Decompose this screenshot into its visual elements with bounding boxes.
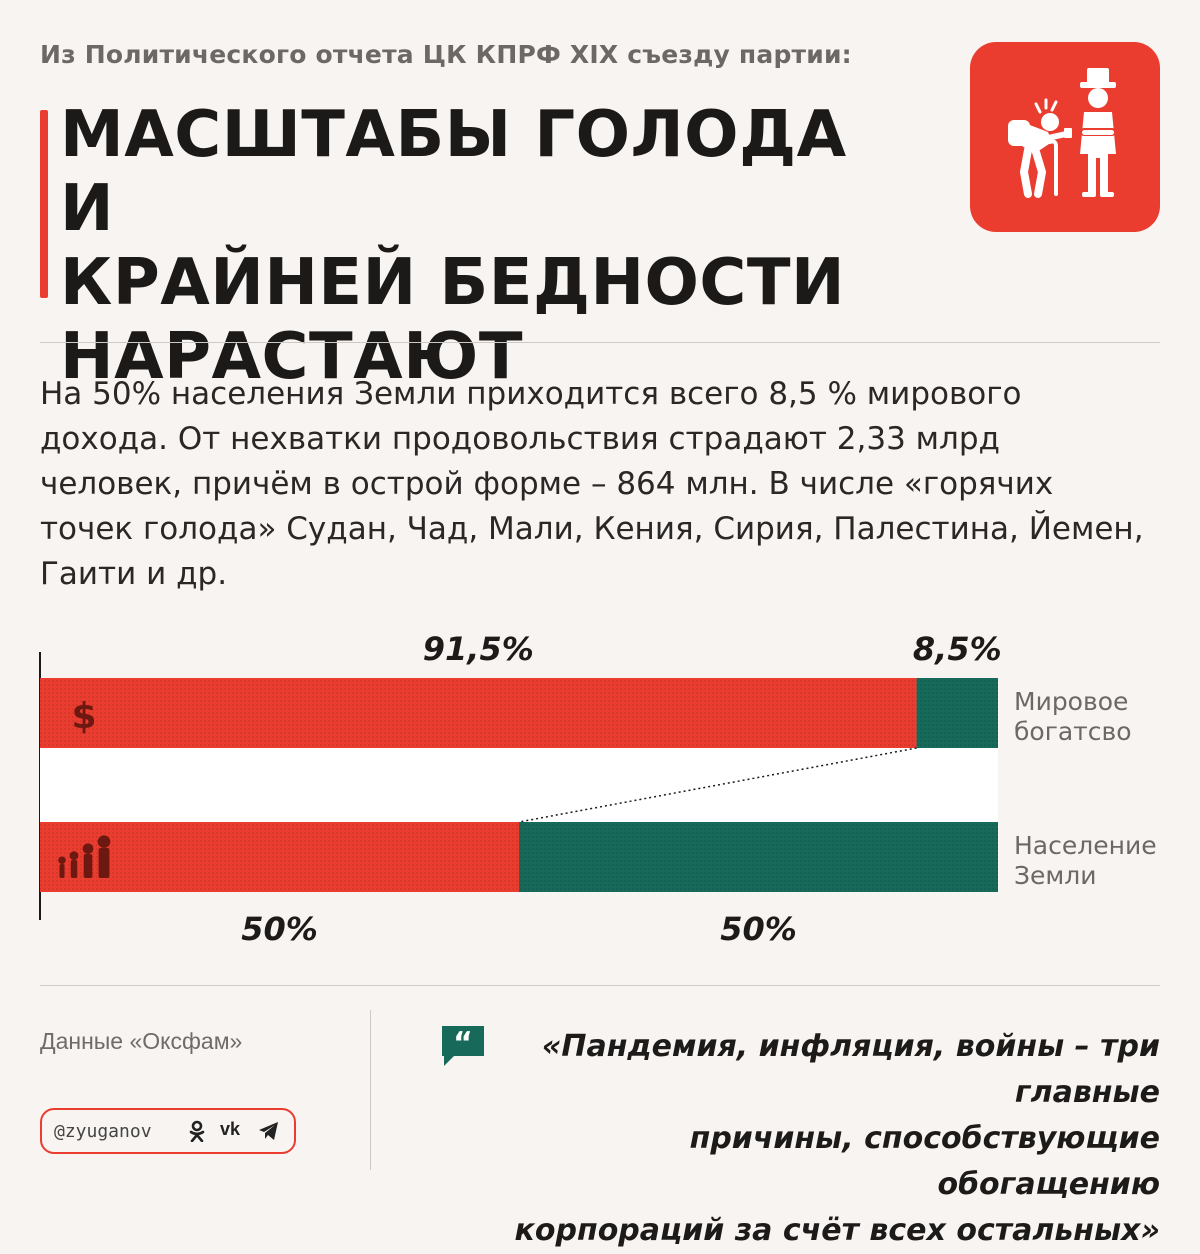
people-icon <box>69 851 79 860</box>
page-title: МАСШТАБЫ ГОЛОДА И КРАЙНЕЙ БЕДНОСТИ НАРАС… <box>60 98 920 394</box>
quote-text: «Пандемия, инфляция, войны – три главные… <box>480 1024 1160 1254</box>
quote-line: корпораций за счёт всех остальных» <box>514 1213 1160 1248</box>
telegram-icon[interactable] <box>258 1121 280 1146</box>
header-badge <box>970 42 1160 232</box>
odnoklassniki-icon[interactable] <box>188 1120 206 1148</box>
bar-texture <box>916 678 998 748</box>
beggar-and-rich-man-icon <box>1008 68 1116 198</box>
data-label: 91,5% <box>423 630 534 668</box>
data-label: 50% <box>241 910 318 948</box>
vk-icon[interactable]: vk <box>220 1119 241 1139</box>
title-accent-bar <box>40 110 48 298</box>
subtitle: Из Политического отчета ЦК КПРФ XIX съез… <box>40 40 852 69</box>
people-icon <box>98 848 110 878</box>
footer-divider <box>370 1010 371 1170</box>
divider-top <box>40 342 1160 343</box>
category-label: Мировое <box>1014 687 1128 716</box>
body-text: На 50% населения Земли приходится всего … <box>40 376 1144 592</box>
people-icon <box>82 843 94 854</box>
quote-line: «Пандемия, инфляция, войны – три главные <box>541 1029 1160 1110</box>
category-label: Население <box>1014 831 1157 860</box>
bar-texture <box>40 822 519 892</box>
title-line: КРАЙНЕЙ БЕДНОСТИ <box>60 246 846 320</box>
people-icon <box>58 856 66 864</box>
title-line: МАСШТАБЫ ГОЛОДА И <box>60 98 847 246</box>
data-label: 50% <box>720 910 797 948</box>
social-handle: @zyuganov <box>54 1121 152 1142</box>
category-label: Земли <box>1014 861 1097 890</box>
people-icon <box>70 860 78 878</box>
svg-text:“: “ <box>453 1026 473 1061</box>
quote-line: причины, способствующие обогащению <box>689 1121 1160 1202</box>
people-icon <box>83 854 93 878</box>
bar-texture <box>40 678 917 748</box>
bar-texture <box>519 822 998 892</box>
social-handle-box[interactable]: @zyuganov vk <box>40 1108 296 1154</box>
quote-icon: “ <box>442 1026 484 1066</box>
chart-gap-band <box>40 748 998 822</box>
title-line: НАРАСТАЮТ <box>60 320 523 394</box>
source-label: Данные «Оксфам» <box>40 1028 243 1054</box>
people-icon <box>59 864 65 878</box>
connector-line <box>518 747 917 823</box>
divider-bottom <box>40 985 1160 986</box>
category-label: богатсво <box>1014 717 1132 746</box>
people-icon <box>97 835 111 848</box>
data-label: 8,5% <box>913 630 1002 668</box>
dollar-icon: $ <box>71 696 96 737</box>
